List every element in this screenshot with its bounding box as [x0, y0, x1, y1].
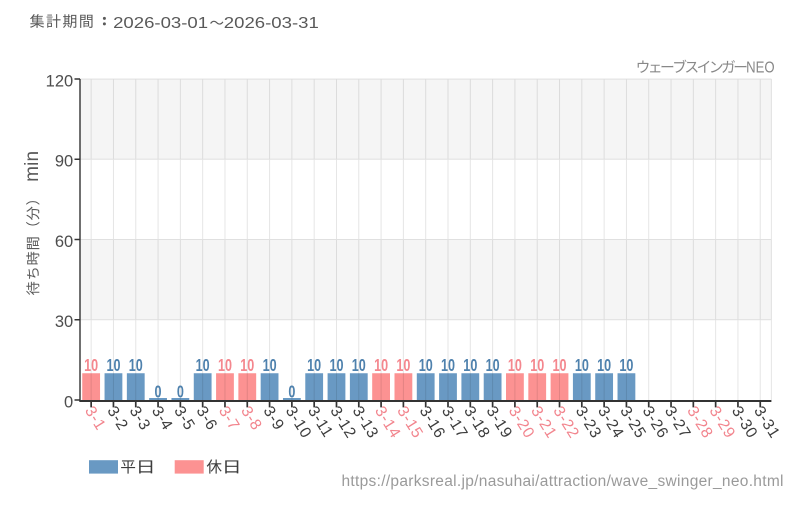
svg-text:10: 10 — [441, 356, 455, 376]
svg-text:10: 10 — [553, 356, 567, 376]
svg-text:10: 10 — [329, 356, 343, 376]
svg-text:10: 10 — [597, 356, 611, 376]
svg-text:min: min — [22, 151, 43, 182]
svg-text:10: 10 — [263, 356, 277, 376]
svg-text:10: 10 — [240, 356, 254, 376]
svg-text:2026-03-01: 2026-03-01 — [113, 15, 208, 32]
svg-text:10: 10 — [307, 356, 321, 376]
svg-text:0: 0 — [177, 382, 184, 402]
svg-text:10: 10 — [619, 356, 633, 376]
svg-text:https://parksreal.jp/nasuhai/a: https://parksreal.jp/nasuhai/attraction/… — [342, 473, 784, 490]
svg-text:2026-03-31: 2026-03-31 — [224, 15, 319, 32]
svg-text:0: 0 — [155, 382, 162, 402]
svg-text:10: 10 — [530, 356, 544, 376]
svg-text:10: 10 — [106, 356, 120, 376]
svg-text:120: 120 — [46, 72, 74, 90]
svg-text:10: 10 — [575, 356, 589, 376]
svg-text:10: 10 — [486, 356, 500, 376]
svg-text:10: 10 — [352, 356, 366, 376]
svg-text:10: 10 — [129, 356, 143, 376]
svg-text:10: 10 — [463, 356, 477, 376]
svg-text:NEO: NEO — [746, 59, 775, 76]
svg-text:10: 10 — [374, 356, 388, 376]
svg-text:10: 10 — [196, 356, 210, 376]
svg-text:60: 60 — [55, 233, 73, 251]
svg-text:10: 10 — [396, 356, 410, 376]
svg-text:90: 90 — [55, 153, 73, 171]
svg-text:0: 0 — [64, 393, 73, 411]
svg-text:10: 10 — [419, 356, 433, 376]
svg-text:10: 10 — [84, 356, 98, 376]
svg-text:10: 10 — [508, 356, 522, 376]
svg-text:0: 0 — [288, 382, 295, 402]
svg-text:30: 30 — [55, 313, 73, 331]
svg-text:10: 10 — [218, 356, 232, 376]
